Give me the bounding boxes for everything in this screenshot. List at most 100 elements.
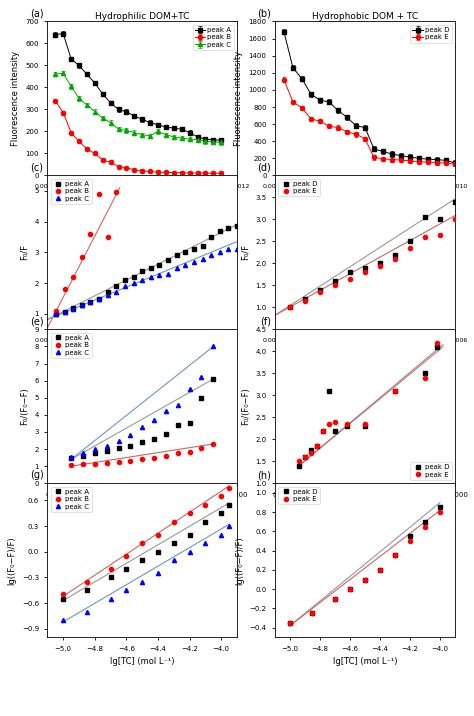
peak B (68, 461, 74, 470)
Line: peak B: peak B (61, 485, 231, 596)
peak A (217, 226, 223, 235)
peak A (68, 454, 74, 463)
peak B (155, 531, 161, 539)
peak B (92, 460, 98, 468)
Y-axis label: F₀/(F₀−F): F₀/(F₀−F) (20, 387, 29, 425)
peak D (332, 594, 338, 603)
peak B (104, 458, 109, 467)
peak C (217, 248, 223, 256)
peak D (392, 251, 398, 259)
peak D (296, 461, 302, 470)
peak C (92, 445, 98, 453)
peak B (163, 452, 169, 460)
peak C (53, 309, 59, 318)
peak C (200, 254, 205, 263)
peak D (422, 518, 428, 526)
peak B (202, 500, 208, 509)
peak D (302, 294, 308, 303)
peak B (71, 273, 76, 281)
peak E (287, 303, 293, 311)
peak B (187, 448, 192, 456)
peak B (175, 449, 181, 458)
peak A (182, 248, 188, 256)
peak D (362, 263, 368, 272)
Line: peak E: peak E (288, 218, 457, 309)
peak D (407, 532, 413, 541)
peak A (155, 548, 161, 556)
peak D (392, 551, 398, 560)
peak D (422, 369, 428, 377)
Y-axis label: Fluorescence intensity: Fluorescence intensity (11, 51, 20, 146)
Text: (g): (g) (30, 470, 44, 480)
peak A (108, 573, 113, 581)
peak E (452, 215, 458, 223)
peak E (308, 448, 314, 457)
peak E (377, 261, 383, 270)
peak B (139, 455, 145, 464)
peak D (422, 213, 428, 221)
peak A (202, 518, 208, 526)
peak A (139, 556, 145, 564)
peak A (219, 509, 224, 518)
Legend: peak A, peak B, peak C: peak A, peak B, peak C (51, 487, 91, 512)
peak D (362, 575, 368, 584)
peak C (88, 297, 93, 306)
Line: peak E: peak E (297, 341, 439, 463)
Text: (e): (e) (30, 316, 44, 326)
Legend: peak D, peak E: peak D, peak E (278, 487, 319, 504)
peak E (392, 387, 398, 395)
peak A (174, 251, 180, 260)
Text: (b): (b) (257, 9, 271, 19)
peak A (139, 438, 145, 447)
peak E (332, 281, 338, 290)
peak B (96, 190, 102, 198)
peak B (79, 253, 85, 261)
peak E (362, 420, 368, 428)
Legend: peak A, peak B, peak C: peak A, peak B, peak C (193, 25, 234, 50)
X-axis label: TC (mol L⁻¹): TC (mol L⁻¹) (340, 348, 390, 357)
peak A (175, 421, 181, 430)
peak C (108, 594, 113, 603)
peak C (139, 577, 145, 586)
peak D (407, 237, 413, 246)
peak D (317, 286, 323, 294)
peak E (347, 274, 353, 283)
peak D (332, 276, 338, 285)
peak C (174, 263, 180, 272)
peak A (124, 564, 129, 573)
peak A (62, 308, 67, 316)
peak E (332, 417, 338, 426)
peak C (68, 453, 74, 461)
peak B (124, 552, 129, 561)
peak C (116, 437, 121, 445)
peak C (155, 569, 161, 577)
peak D (308, 446, 314, 455)
Title: Hydrophobic DOM + TC: Hydrophobic DOM + TC (312, 11, 418, 21)
peak D (377, 259, 383, 268)
peak C (151, 416, 157, 425)
peak B (108, 564, 113, 573)
peak B (116, 458, 121, 466)
peak D (437, 503, 443, 512)
peak D (287, 303, 293, 311)
peak A (131, 273, 137, 281)
peak D (314, 442, 320, 450)
peak E (310, 609, 315, 617)
peak A (105, 288, 110, 296)
peak A (208, 233, 214, 241)
peak B (151, 453, 157, 462)
peak C (128, 431, 133, 440)
Y-axis label: lg((F₀−F)/F): lg((F₀−F)/F) (8, 536, 17, 584)
Legend: peak A, peak B, peak C: peak A, peak B, peak C (51, 333, 91, 358)
X-axis label: 1/[TC] (mol L⁻¹): 1/[TC] (mol L⁻¹) (110, 503, 174, 512)
X-axis label: lg[TC] (mol L⁻¹): lg[TC] (mol L⁻¹) (110, 657, 174, 666)
peak C (105, 291, 110, 300)
peak A (226, 223, 231, 232)
peak C (148, 273, 154, 281)
peak D (287, 619, 293, 627)
peak D (332, 426, 338, 435)
peak E (314, 442, 320, 450)
peak C (210, 342, 216, 351)
peak C (226, 245, 231, 253)
peak E (317, 288, 323, 296)
